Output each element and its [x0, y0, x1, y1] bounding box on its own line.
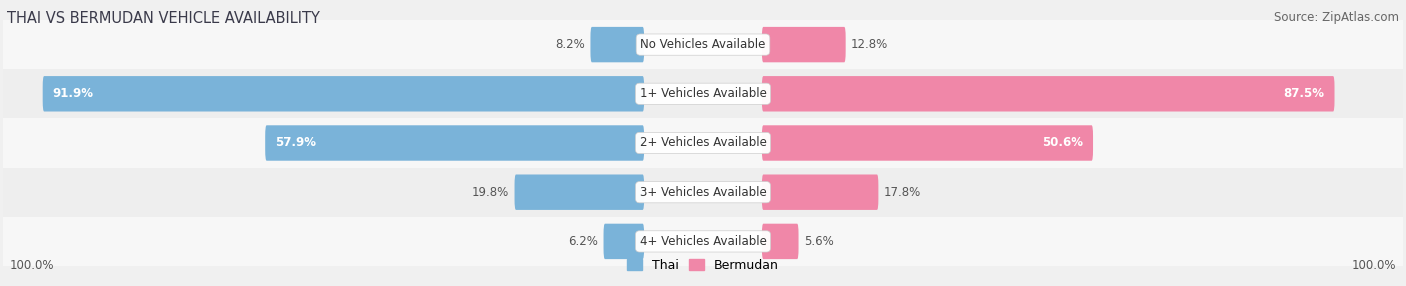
- Text: 19.8%: 19.8%: [472, 186, 509, 199]
- FancyBboxPatch shape: [515, 174, 644, 210]
- Bar: [3, 217, 1403, 266]
- Legend: Thai, Bermudan: Thai, Bermudan: [621, 254, 785, 277]
- FancyBboxPatch shape: [42, 76, 644, 112]
- Text: 6.2%: 6.2%: [568, 235, 599, 248]
- Text: 2+ Vehicles Available: 2+ Vehicles Available: [640, 136, 766, 150]
- Bar: [3, 20, 1403, 69]
- Text: 8.2%: 8.2%: [555, 38, 585, 51]
- Text: THAI VS BERMUDAN VEHICLE AVAILABILITY: THAI VS BERMUDAN VEHICLE AVAILABILITY: [7, 11, 319, 26]
- Text: Source: ZipAtlas.com: Source: ZipAtlas.com: [1274, 11, 1399, 24]
- Text: 87.5%: 87.5%: [1284, 87, 1324, 100]
- FancyBboxPatch shape: [591, 27, 644, 62]
- FancyBboxPatch shape: [762, 174, 879, 210]
- Text: 91.9%: 91.9%: [52, 87, 94, 100]
- Text: 100.0%: 100.0%: [10, 259, 55, 272]
- FancyBboxPatch shape: [266, 125, 644, 161]
- Text: 100.0%: 100.0%: [1351, 259, 1396, 272]
- Text: 5.6%: 5.6%: [804, 235, 834, 248]
- Text: 50.6%: 50.6%: [1042, 136, 1083, 150]
- Text: No Vehicles Available: No Vehicles Available: [640, 38, 766, 51]
- Bar: [3, 118, 1403, 168]
- FancyBboxPatch shape: [762, 27, 845, 62]
- Text: 3+ Vehicles Available: 3+ Vehicles Available: [640, 186, 766, 199]
- Bar: [3, 69, 1403, 118]
- FancyBboxPatch shape: [603, 224, 644, 259]
- Text: 17.8%: 17.8%: [883, 186, 921, 199]
- Text: 12.8%: 12.8%: [851, 38, 889, 51]
- Text: 57.9%: 57.9%: [276, 136, 316, 150]
- FancyBboxPatch shape: [762, 224, 799, 259]
- Text: 1+ Vehicles Available: 1+ Vehicles Available: [640, 87, 766, 100]
- FancyBboxPatch shape: [762, 125, 1092, 161]
- Bar: [3, 168, 1403, 217]
- Text: 4+ Vehicles Available: 4+ Vehicles Available: [640, 235, 766, 248]
- FancyBboxPatch shape: [762, 76, 1334, 112]
